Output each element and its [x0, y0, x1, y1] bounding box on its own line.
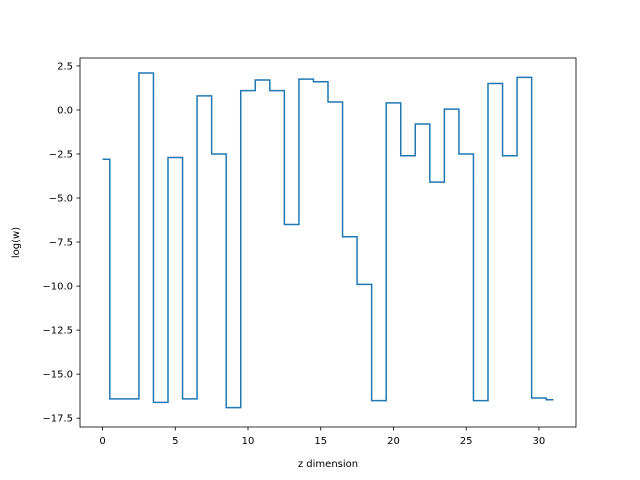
x-tick-label: 0: [99, 436, 105, 447]
y-tick-label: −12.5: [42, 326, 73, 337]
series-line-0: [102, 72, 554, 409]
x-tick-label: 5: [172, 436, 178, 447]
y-tick-label: 2.5: [57, 61, 73, 72]
axes-frame: [79, 57, 577, 428]
y-tick-label: −10.0: [42, 282, 73, 293]
y-axis-label: log(w): [11, 227, 22, 258]
x-axis: 0 5 10 15 20 25 30: [99, 427, 545, 447]
x-axis-label: z dimension: [298, 459, 358, 470]
y-tick-label: 0.0: [57, 105, 73, 116]
y-tick-label: −5.0: [49, 194, 73, 205]
x-tick-label: 15: [314, 436, 327, 447]
y-tick-label: −17.5: [42, 414, 73, 425]
plot-area: [102, 72, 554, 409]
x-tick-label: 30: [533, 436, 546, 447]
y-tick-label: −7.5: [49, 238, 73, 249]
y-tick-label: −2.5: [49, 149, 73, 160]
y-axis: 2.5 0.0 −2.5 −5.0 −7.5 −10.0 −12.5 −15.0 −17.5: [42, 61, 80, 425]
x-tick-label: 20: [387, 436, 400, 447]
y-tick-label: −15.0: [42, 370, 73, 381]
x-tick-label: 25: [460, 436, 473, 447]
x-tick-label: 10: [242, 436, 255, 447]
